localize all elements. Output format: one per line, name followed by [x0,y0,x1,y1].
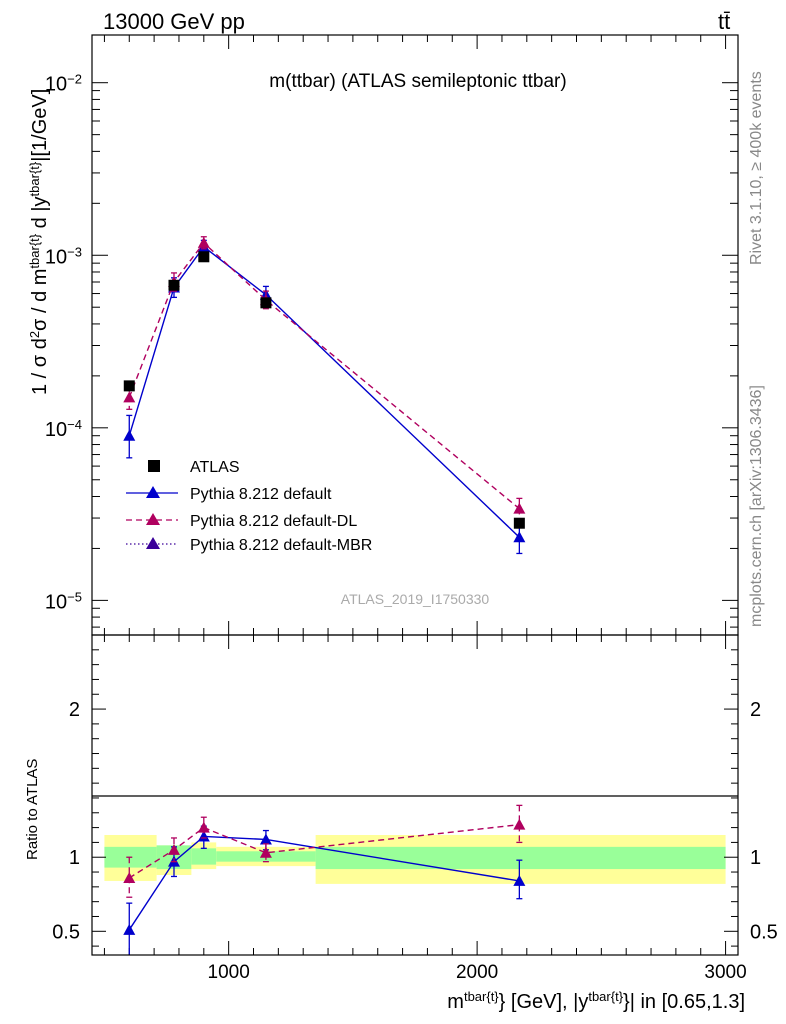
legend-marker-default [146,486,160,498]
legend-marker-atlas [148,460,160,472]
legend: ATLAS Pythia 8.212 default Pythia 8.212 … [126,459,372,554]
main-panel-series [123,236,526,555]
ratio-y-axis-label: Ratio to ATLAS [24,759,41,860]
band-inner-2 [191,848,217,865]
main-series-1-point [197,236,210,248]
main-series-1-line [128,241,520,510]
ratio-y-tick-label-right: 2 [750,699,761,721]
x-tick-label: 2000 [456,962,498,983]
y-tick-label: 10−2 [45,71,82,96]
axis-ticks [92,35,738,955]
y-tick-label: 10−3 [45,244,82,269]
legend-label-atlas: ATLAS [190,459,240,476]
energy-label: 13000 GeV pp [103,9,245,34]
atlas-data-point [260,297,272,309]
rivet-version-label: Rivet 3.1.10, ≥ 400k events [748,71,765,265]
ratio-series-0-point [197,830,210,842]
ratio-series-0-point [513,874,526,886]
main-series-1-point [513,502,526,514]
plot-title: m(ttbar) (ATLAS semileptonic ttbar) [269,71,566,92]
ratio-series-0-point [259,833,272,845]
ratio-series-1-point [513,818,526,830]
atlas-data-point [123,380,135,392]
legend-label-default: Pythia 8.212 default [190,486,332,503]
legend-label-dl: Pythia 8.212 default-DL [190,513,357,530]
ratio-series-1-point [197,821,210,833]
ratio-frame [91,634,739,956]
main-series-0-point [513,531,526,543]
process-label: tt̄ [718,9,730,34]
ratio-y-tick-label-right: 1 [750,847,761,869]
x-tick-label: 1000 [208,962,250,983]
main-series-0-point [123,429,136,441]
ratio-series-1-point [167,843,180,855]
analysis-id: ATLAS_2019_I1750330 [341,591,490,607]
legend-label-mbr: Pythia 8.212 default-MBR [190,537,372,554]
ratio-series-1-point [123,871,136,883]
main-series-1-point [123,391,136,403]
atlas-data-point [168,279,180,291]
band-inner-4 [315,846,726,870]
mcplots-label: mcplots.cern.ch [arXiv:1306.3436] [748,385,765,627]
ratio-y-tick-label: 2 [69,699,80,721]
legend-marker-dl [146,513,160,525]
y-tick-label: 10−5 [45,589,82,614]
ratio-series-1-point [259,846,272,858]
ratio-panel-series [123,804,526,955]
main-y-axis-label: 1 / σ d2σ / d mtbar{t} d |ytbar{t}|[1/Ge… [27,89,52,395]
main-frame [91,34,739,636]
axis-tick-labels: 1000 2000 3000 10−5 10−4 10−3 10−2 0.5 0.5 1 1 2 2 [45,71,778,983]
x-axis-label: mtbar{t}} [GeV], |ytbar{t}}| in [0.65,1.… [447,989,745,1014]
x-tick-label: 3000 [704,962,746,983]
ratio-y-tick-label-right: 0.5 [750,921,778,943]
ratio-series-0-point [123,923,136,935]
ratio-y-tick-label: 0.5 [52,921,80,943]
ratio-y-tick-label: 1 [69,847,80,869]
atlas-data-point [513,517,525,529]
legend-marker-mbr [146,537,160,549]
y-tick-label: 10−4 [45,416,82,441]
atlas-data-point [198,251,210,263]
